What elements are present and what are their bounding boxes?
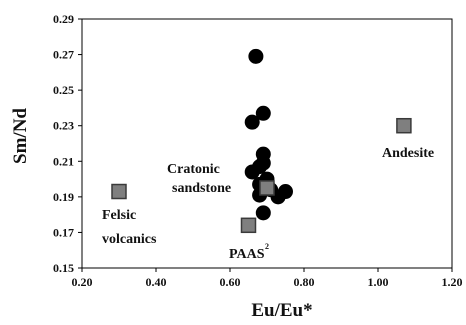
y-axis-title: Sm/Nd bbox=[10, 108, 31, 164]
x-tick-label: 0.40 bbox=[146, 275, 167, 289]
sample-point bbox=[244, 114, 260, 130]
y-tick-label: 0.27 bbox=[53, 48, 74, 62]
axes: 0.20 0.40 0.60 0.80 1.00 1.20 0.15 0.17 0.19 0.21… bbox=[53, 12, 463, 289]
plot-area bbox=[81, 18, 453, 269]
annotation-sandstone: sandstone bbox=[172, 181, 231, 196]
y-tick-label: 0.29 bbox=[53, 12, 74, 26]
annotation-paas-superscript: 2 bbox=[265, 242, 269, 251]
annotation-andesite: Andesite bbox=[382, 146, 434, 161]
sample-point bbox=[255, 105, 271, 121]
reference-point bbox=[111, 183, 127, 200]
y-tick-label: 0.25 bbox=[53, 83, 74, 97]
sample-point bbox=[244, 164, 260, 180]
annotation-paas: PAAS bbox=[229, 247, 265, 262]
x-axis-title: Eu/Eu* bbox=[251, 300, 312, 321]
x-tick-label: 1.00 bbox=[368, 275, 389, 289]
x-tick-label: 0.20 bbox=[72, 275, 93, 289]
y-tick-label: 0.19 bbox=[53, 190, 74, 204]
x-tick-label: 0.80 bbox=[294, 275, 315, 289]
annotation-cratonic: Cratonic bbox=[167, 162, 220, 177]
reference-point bbox=[396, 117, 412, 134]
y-tick-label: 0.17 bbox=[53, 225, 74, 239]
y-tick-label: 0.21 bbox=[53, 154, 74, 168]
sample-point bbox=[248, 48, 264, 64]
reference-point bbox=[240, 217, 257, 234]
x-tick-label: 0.60 bbox=[220, 275, 241, 289]
y-tick-label: 0.23 bbox=[53, 119, 74, 133]
y-tick-label: 0.15 bbox=[53, 261, 74, 275]
x-tick-label: 1.20 bbox=[442, 275, 463, 289]
sample-point bbox=[255, 205, 271, 221]
annotation-volcanics: volcanics bbox=[102, 232, 157, 247]
annotation-felsic: Felsic bbox=[102, 208, 136, 223]
reference-point bbox=[259, 180, 275, 196]
data-points bbox=[111, 48, 412, 234]
